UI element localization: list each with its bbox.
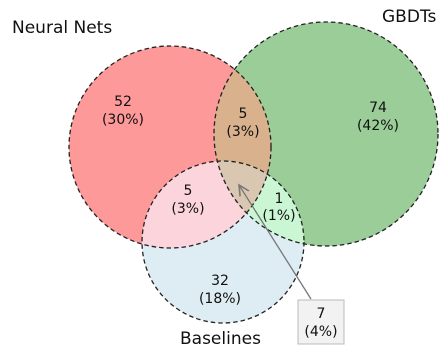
all-three-callout-arrow [239, 185, 312, 300]
gbdt-baselines-count: 1 [275, 191, 284, 207]
baselines-circle-outline [141, 160, 305, 324]
neural-nets-only-pct: (30%) [102, 112, 144, 128]
baselines-only-pct: (18%) [199, 291, 241, 307]
gbdts-circle-outline [213, 21, 439, 247]
gbdts-only-pct: (42%) [357, 118, 399, 134]
neural-gbdt-pct: (3%) [226, 124, 259, 140]
all-three-callout-box [297, 299, 345, 345]
neural-gbdt-count: 5 [239, 106, 248, 122]
baselines-set-label: Baselines [180, 329, 261, 349]
neural-nets-set-label: Neural Nets [12, 18, 112, 38]
gbdts-only-count: 74 [369, 100, 387, 116]
gbdts-set-label: GBDTs [382, 7, 436, 27]
baselines-only-count: 32 [211, 273, 229, 289]
neural-baselines-pct: (3%) [171, 201, 204, 217]
neural-nets-only-count: 52 [114, 94, 132, 110]
neural-baselines-count: 5 [184, 183, 193, 199]
all-three-pct: (4%) [304, 324, 337, 340]
neural-nets-circle-outline [68, 45, 272, 249]
gbdt-baselines-pct: (1%) [262, 208, 295, 224]
all-three-count: 7 [317, 306, 326, 322]
